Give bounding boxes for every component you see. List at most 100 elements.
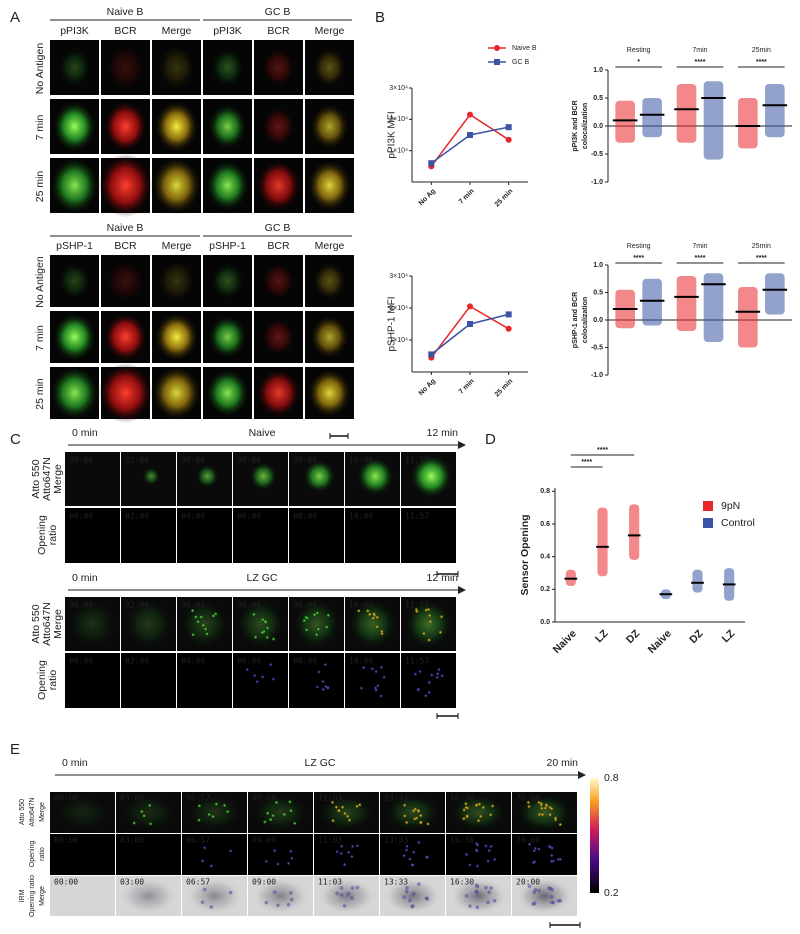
y-tick-label: 0.5 [593,289,603,296]
point [467,303,473,310]
spot [425,896,430,901]
y-tick-label: 0.0 [593,123,603,130]
micrograph-tile [177,508,232,563]
x-tick-label: 25 min [494,188,515,209]
cell-signal [57,261,92,301]
micrograph-tile [177,653,232,708]
spot [465,813,470,819]
cell-signal [156,259,197,303]
significance: * [637,59,640,66]
group-header: Naive B [107,6,144,18]
spot [475,863,480,869]
y-tick-label: 2×10⁴ [389,116,408,123]
spot [292,821,298,826]
spot [252,673,257,678]
timestamp: 03:00 [120,878,144,887]
column-label: BCR [114,25,137,37]
cell-signal [205,159,250,212]
spot [228,848,233,854]
spot [464,852,469,857]
spread [642,98,662,138]
micrograph-tile [345,653,400,708]
spot [373,669,379,674]
spot [417,669,423,674]
spot [532,890,537,895]
spot [526,804,532,809]
spot [539,806,545,811]
spot [412,816,417,822]
y-tick-label: 1×10⁴ [389,148,408,155]
x-tick-label: 7 min [458,378,476,396]
panel-label: E [10,741,20,758]
spot [404,847,409,853]
spot [200,900,205,905]
timestamp: 04:00 [181,657,205,666]
y-tick-label: 2×10⁴ [389,305,408,312]
timestamp: 10:00 [349,456,373,465]
spread [597,507,608,577]
spot [532,848,537,853]
micrograph-tile [121,653,176,708]
spot [198,614,204,620]
timestamp: 09:00 [252,836,276,845]
spot [486,890,492,895]
timestamp: 08:00 [293,657,317,666]
spot [438,630,443,635]
spot [323,662,328,667]
row-label: Atto647N [41,602,53,646]
timestamp: 00:00 [69,601,93,610]
column-label: BCR [267,240,290,252]
timestamp: 02:00 [125,657,149,666]
panel-label: B [375,9,385,26]
micrograph-tile [65,653,120,708]
timestamp: 13:33 [384,794,408,803]
micrograph-tile [65,452,120,506]
spot [537,812,542,817]
timestamp: 06:00 [237,512,261,521]
spot [206,812,212,817]
spot [326,613,331,618]
spread [703,273,724,342]
panel-label: D [485,431,496,448]
spot [141,813,147,819]
timestamp: 08:00 [293,456,317,465]
spot [421,631,427,636]
spot [289,856,295,861]
spot [556,857,561,862]
cell-signal [312,47,347,88]
spot [139,809,145,814]
y-tick-label: -0.5 [591,151,603,158]
spot [429,672,435,678]
spot [271,676,276,682]
spot [410,862,415,868]
micrograph-tile [233,653,288,708]
row-label: Atto 550 [19,799,26,825]
timestamp: 10:00 [349,601,373,610]
spot [435,675,440,680]
spot [436,667,442,672]
spot [253,634,258,640]
spot [271,636,276,642]
cell-signal [98,362,153,424]
spot [282,812,287,817]
timestamp: 02:00 [125,456,149,465]
significance: **** [695,255,706,262]
row-label: ratio [47,670,59,691]
spot [349,854,355,859]
row-label: Atto647N [29,797,36,826]
spot [330,818,336,823]
category-header: 25min [752,243,771,250]
x-tick-label: No Ag [418,378,437,397]
spot [355,843,360,848]
spot [210,814,216,819]
timestamp: 08:00 [293,601,317,610]
timestamp: 00:00 [54,836,78,845]
spot [527,883,532,889]
cell-signal [50,156,99,215]
cell-signal [207,103,248,150]
spread [765,273,785,315]
spot [474,848,480,854]
spot [274,800,279,805]
cell-signal [52,100,97,153]
spot [342,903,347,909]
